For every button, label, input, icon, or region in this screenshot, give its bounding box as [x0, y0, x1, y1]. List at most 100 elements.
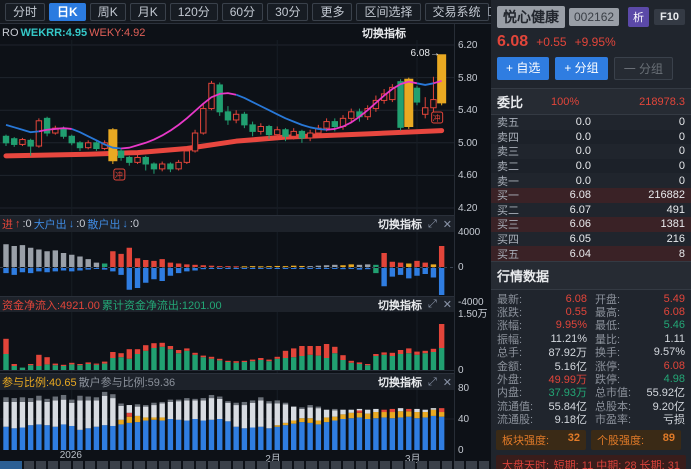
pager-segment[interactable]: [343, 461, 354, 469]
indicator-text: 累计资金净流出:1201.00: [101, 299, 222, 312]
quote-item: 涨停: 6.08: [595, 359, 685, 373]
order-row-卖四[interactable]: 卖四 0.0 0: [491, 129, 691, 145]
pager-segment[interactable]: [195, 461, 207, 469]
pager-segment[interactable]: [35, 461, 47, 469]
pager-segment[interactable]: [404, 461, 416, 469]
pager-segment[interactable]: [318, 461, 329, 469]
pager-segment[interactable]: [232, 461, 243, 469]
last-price: 6.08: [497, 33, 529, 50]
quote-item: 涨幅: 9.95%: [497, 319, 587, 333]
main-candlestick-chart[interactable]: 6.08→冲冲: [0, 0, 491, 469]
pager-segment[interactable]: [220, 461, 231, 469]
close-icon[interactable]: ✕: [442, 376, 452, 389]
pager-segment[interactable]: [146, 461, 157, 469]
pager-segment[interactable]: [121, 461, 133, 469]
pager-segment[interactable]: [257, 461, 268, 469]
pager-segment[interactable]: [331, 461, 342, 469]
order-row-卖五[interactable]: 卖五 0.0 0: [497, 116, 685, 130]
switch-indicator-button[interactable]: 切换指标: [377, 377, 422, 389]
indicator-text: RO: [2, 26, 19, 39]
pager-segment[interactable]: [0, 461, 22, 469]
weibi-pct: 100%: [551, 95, 580, 108]
order-row-卖二[interactable]: 卖二 0.0 0: [491, 158, 691, 174]
indicator-text: 散户参与比例:59.36: [78, 377, 176, 389]
analyze-button[interactable]: 析: [628, 7, 650, 27]
quote-item: 换手: 9.57%: [595, 346, 685, 360]
pager-segment[interactable]: [72, 461, 84, 469]
button-区间选择[interactable]: 区间选择: [356, 2, 421, 21]
button-+自选[interactable]: + 自选: [497, 57, 550, 80]
order-row-买二[interactable]: 买二 6.07 491: [497, 203, 685, 217]
pager-segment[interactable]: [417, 461, 428, 469]
f10-button[interactable]: F10: [654, 9, 685, 25]
order-row-买五[interactable]: 买五 6.04 8: [491, 246, 691, 261]
close-icon[interactable]: ✕: [442, 299, 452, 311]
pager-segment[interactable]: [60, 461, 71, 469]
quote-item: 跌停: 4.98: [595, 372, 685, 386]
pager-segment[interactable]: [183, 461, 194, 469]
pager-segment[interactable]: [466, 461, 477, 469]
axis-tick-label: 4.60: [458, 170, 478, 182]
expand-icon[interactable]: ⤢: [427, 375, 437, 388]
pager-segment[interactable]: [294, 461, 305, 469]
date-label: 2026: [59, 450, 82, 461]
pager-segment[interactable]: [171, 461, 182, 469]
pager-segment[interactable]: [208, 461, 219, 469]
pager-segment[interactable]: [306, 461, 317, 469]
quote-item: 开盘: 5.49: [595, 292, 685, 306]
axis-tick-label: 80: [458, 383, 470, 394]
pager-segment[interactable]: [134, 461, 145, 469]
bottom-pager-strip[interactable]: [0, 461, 491, 469]
pager-segment[interactable]: [355, 461, 366, 469]
tab-月K[interactable]: 月K: [129, 2, 166, 21]
pager-segment[interactable]: [158, 461, 170, 469]
date-label: 3月: [405, 454, 421, 465]
quote-item: 总股本: 9.20亿: [595, 400, 685, 413]
tab-120分[interactable]: 120分: [169, 2, 218, 21]
pager-segment[interactable]: [109, 461, 120, 469]
quote-item: 最高: 6.08: [595, 306, 685, 320]
svg-text:冲: 冲: [433, 113, 441, 123]
switch-indicator-button[interactable]: 切换指标: [377, 299, 422, 312]
pager-segment[interactable]: [269, 461, 280, 469]
button-一分组[interactable]: 一 分组: [613, 57, 674, 80]
pager-segment[interactable]: [367, 461, 379, 469]
pager-segment[interactable]: [441, 461, 452, 469]
axis-tick-label: 6.20: [458, 40, 478, 51]
quote-item: 振幅: 11.21%: [497, 332, 587, 346]
order-row-卖三[interactable]: 卖三 0.0 0: [497, 145, 685, 159]
order-row-买四[interactable]: 买四 6.05 216: [497, 233, 685, 247]
order-row-买三[interactable]: 买三 6.06 1381: [491, 217, 691, 232]
order-row-买一[interactable]: 买一 6.08 216882: [491, 187, 691, 203]
tab-更多[interactable]: 更多: [312, 2, 353, 21]
axis-tick-label: 5.80: [458, 72, 478, 84]
tab-日K[interactable]: 日K: [49, 2, 86, 21]
pager-segment[interactable]: [23, 461, 34, 469]
tab-周K[interactable]: 周K: [89, 2, 126, 21]
indicator-text: 资金净流入:4921.00: [2, 299, 100, 312]
tab-30分[interactable]: 30分: [267, 2, 309, 21]
quote-item: 最新: 6.08: [497, 292, 587, 306]
pager-segment[interactable]: [281, 461, 293, 469]
pager-segment[interactable]: [85, 461, 96, 469]
close-icon[interactable]: ✕: [442, 218, 452, 231]
axis-tick-label: 5.40: [458, 105, 478, 117]
order-row-卖一[interactable]: 卖一 0.0 0: [497, 174, 685, 188]
pager-segment[interactable]: [478, 461, 489, 469]
indicator-text: 进: [2, 219, 13, 231]
pager-segment[interactable]: [429, 461, 440, 469]
switch-indicator-button[interactable]: 切换指标: [362, 27, 406, 40]
button-+分组[interactable]: + 分组: [555, 57, 608, 80]
pager-segment[interactable]: [244, 461, 256, 469]
tab-60分[interactable]: 60分: [221, 2, 264, 21]
pager-segment[interactable]: [48, 461, 59, 469]
axis-tick-label: 0: [458, 262, 464, 273]
pager-segment[interactable]: [97, 461, 108, 469]
expand-icon[interactable]: ⤢: [427, 298, 437, 310]
expand-icon[interactable]: ⤢: [427, 217, 437, 230]
pager-segment[interactable]: [380, 461, 391, 469]
switch-indicator-button[interactable]: 切换指标: [377, 219, 422, 231]
pager-segment[interactable]: [453, 461, 465, 469]
tab-分时[interactable]: 分时: [5, 2, 46, 21]
pager-segment[interactable]: [392, 461, 403, 469]
